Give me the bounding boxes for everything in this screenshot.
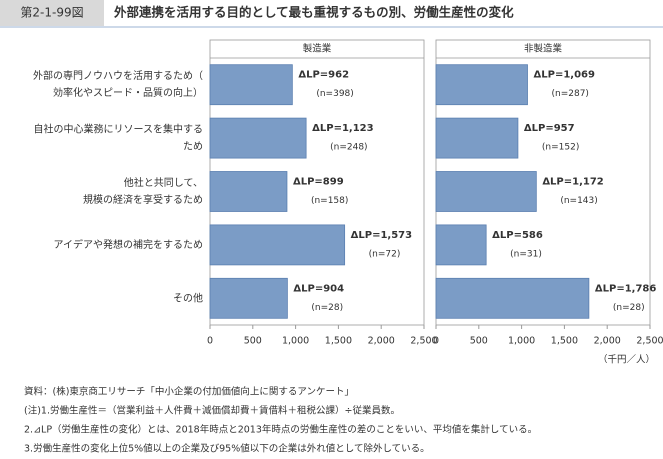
x-tick-label: 1,500 <box>551 336 578 347</box>
x-tick-label: 2,000 <box>594 336 621 347</box>
category-label: アイデアや発想の補完をするため <box>54 238 204 251</box>
n-label: (n=143) <box>560 196 597 206</box>
title: 外部連携を活用する目的として最も重視するもの別、労働生産性の変化 <box>113 5 514 20</box>
category-label: ため <box>183 141 203 153</box>
n-label: (n=158) <box>311 196 348 206</box>
category-label: 外部の専門ノウハウを活用するため（ <box>33 69 203 82</box>
bar <box>435 224 487 266</box>
bar <box>209 117 307 159</box>
x-tick-label: 0 <box>207 336 213 347</box>
note: 資料：(株)東京商工リサーチ「中小企業の付加価値向上に関するアンケート」 <box>24 386 354 398</box>
n-label: (n=398) <box>316 89 353 99</box>
x-tick-label: 0 <box>433 336 439 347</box>
bar <box>209 171 288 212</box>
note: 3.労働生産性の変化上位5%値以上の企業及び95%値以下の企業は外れ値として除外… <box>24 443 430 455</box>
value-label: ΔLP=899 <box>293 177 344 188</box>
value-label: ΔLP=1,069 <box>534 70 595 81</box>
category-label: その他 <box>173 291 203 304</box>
category-label: 規模の経済を享受するため <box>83 193 203 206</box>
bar <box>435 64 528 106</box>
value-label: ΔLP=957 <box>524 123 575 134</box>
x-tick-label: 1,000 <box>282 336 309 347</box>
category-label: 自社の中心業務にリソースを集中する <box>34 123 204 136</box>
value-label: ΔLP=1,786 <box>595 283 656 294</box>
bar <box>435 277 590 319</box>
bar <box>435 117 519 159</box>
note: (注)1.労働生産性＝（営業利益＋人件費＋減価償却費＋賃借料＋租税公課）÷従業員… <box>24 405 400 417</box>
x-tick-label: 2,500 <box>636 336 663 347</box>
n-label: (n=72) <box>369 249 401 259</box>
bar <box>209 224 346 266</box>
x-tick-label: 500 <box>244 336 262 347</box>
category-label: 他社と共同して、 <box>124 176 203 189</box>
n-label: (n=28) <box>311 303 343 313</box>
value-label: ΔLP=962 <box>298 70 349 81</box>
unit-label: （千円／人） <box>598 354 655 366</box>
bar <box>209 64 293 106</box>
panel-title: 非製造業 <box>524 43 563 55</box>
n-label: (n=248) <box>330 143 367 153</box>
n-label: (n=152) <box>542 143 579 153</box>
value-label: ΔLP=1,573 <box>351 230 412 241</box>
category-label: 効率化やスピード・品質の向上） <box>53 86 203 99</box>
value-label: ΔLP=904 <box>293 283 344 294</box>
x-tick-label: 500 <box>470 336 488 347</box>
x-tick-label: 2,500 <box>410 336 437 347</box>
note: 2.⊿LP（労働生産性の変化）とは、2018年時点と2013年時点の労働生産性の… <box>24 424 537 436</box>
value-label: ΔLP=586 <box>492 230 543 241</box>
panel-title: 製造業 <box>303 43 332 55</box>
badge-bg <box>0 0 104 26</box>
bar <box>209 277 288 319</box>
x-tick-label: 1,000 <box>508 336 535 347</box>
x-tick-label: 1,500 <box>325 336 352 347</box>
value-label: ΔLP=1,172 <box>542 177 603 188</box>
n-label: (n=287) <box>552 89 589 99</box>
n-label: (n=28) <box>613 303 645 313</box>
x-tick-label: 2,000 <box>368 336 395 347</box>
bar <box>435 171 537 212</box>
n-label: (n=31) <box>510 249 542 259</box>
badge: 第2-1-99図 <box>20 6 83 20</box>
value-label: ΔLP=1,123 <box>312 123 373 134</box>
